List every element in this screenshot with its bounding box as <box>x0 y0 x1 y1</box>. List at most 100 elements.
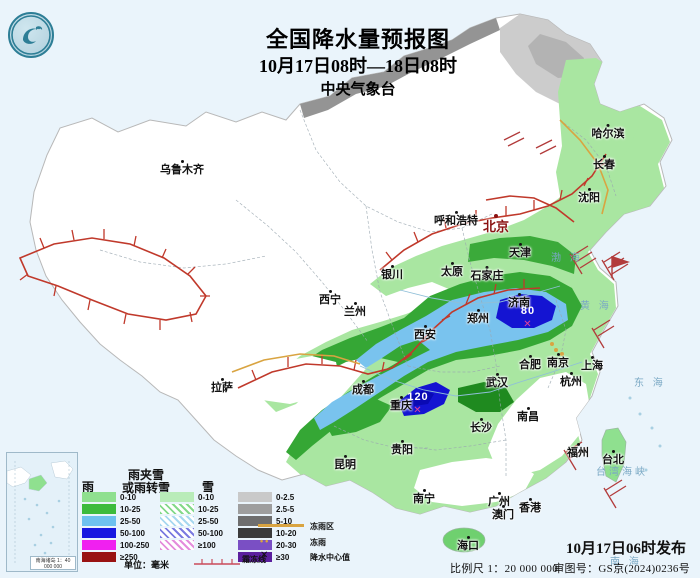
city-marker-dot <box>400 440 404 443</box>
city-marker-dot <box>501 505 505 508</box>
legend-swatch-snow-0 <box>238 492 272 502</box>
city-label-shanghai: 上海 <box>581 356 603 372</box>
legend-label-rain-1: 10-25 <box>120 505 141 514</box>
city-label-guangzhou: 广州 <box>488 492 510 508</box>
legend-swatch-rain-2 <box>82 516 116 526</box>
city-marker-dot <box>343 455 347 458</box>
city-name-text: 重庆 <box>390 400 412 412</box>
legend-label-sleet-3: 50-100 <box>198 529 223 538</box>
city-label-harbin: 哈尔滨 <box>592 124 625 140</box>
legend-swatch-snow-3 <box>238 528 272 538</box>
city-marker-dot <box>390 265 394 268</box>
city-label-lhasa: 拉萨 <box>211 378 233 394</box>
city-marker-dot <box>476 309 480 312</box>
city-name-text: 北京 <box>482 219 510 234</box>
hainan-island <box>442 527 486 553</box>
city-label-nanning: 南宁 <box>413 489 435 505</box>
city-name-text: 南昌 <box>517 411 539 423</box>
city-label-kunming: 昆明 <box>334 455 356 471</box>
legend-label-sleet-2: 25-50 <box>198 517 219 526</box>
city-name-text: 广州 <box>488 496 510 508</box>
city-name-text: 贵阳 <box>391 444 413 456</box>
city-marker-dot <box>454 211 458 214</box>
legend-swatch-snow-2 <box>238 516 272 526</box>
precip-center-x-marker: ✕ <box>413 405 423 416</box>
page-title: 全国降水量预报图 <box>265 27 450 52</box>
no-precip-area-tibet <box>244 356 340 404</box>
city-name-text: 太原 <box>441 266 463 278</box>
city-marker-dot <box>587 188 591 191</box>
precip-center-value: 120 <box>407 391 429 403</box>
city-label-shenyang: 沈阳 <box>578 188 600 204</box>
city-name-text: 呼和浩特 <box>434 215 478 227</box>
city-name-text: 长春 <box>593 159 615 171</box>
legend-label-precip-center: 降水中心值 <box>310 553 350 562</box>
city-name-text: 澳门 <box>492 509 514 521</box>
legend-swatch-snow-4 <box>238 540 272 550</box>
legend-label-snow-2: 5-10 <box>276 517 293 526</box>
legend-label-snow-1: 2.5-5 <box>276 505 295 514</box>
city-name-text: 兰州 <box>344 306 366 318</box>
issue-time: 10月17日06时发布 <box>565 541 686 557</box>
city-marker-dot <box>576 443 580 446</box>
map-approval-number: 审图号：GS京(2024)0236号 <box>553 563 690 575</box>
city-name-text: 济南 <box>508 297 530 309</box>
city-name-text: 长沙 <box>470 422 492 434</box>
city-name-text: 郑州 <box>467 313 489 325</box>
city-marker-dot <box>423 325 427 328</box>
city-label-zhengzhou: 郑州 <box>467 309 489 325</box>
legend-label-rain-4: 100-250 <box>120 541 150 550</box>
city-name-text: 乌鲁木齐 <box>160 164 204 176</box>
city-label-tianjin: 天津 <box>509 243 531 259</box>
city-label-shijiazhuang: 石家庄 <box>471 266 504 282</box>
precip-center-value: 80 <box>520 305 536 317</box>
city-marker-dot <box>602 155 606 158</box>
city-marker-dot <box>485 266 489 269</box>
precip-core-50-100-north <box>496 294 556 328</box>
legend-swatch-rain-0 <box>82 492 116 502</box>
legend-label-rain-5: ≥250 <box>120 553 138 562</box>
legend-title-rain: 雨 <box>82 480 95 494</box>
city-marker-dot <box>528 498 532 501</box>
city-marker-dot <box>361 380 365 383</box>
sea-label-south-china-sea: 南 海 <box>610 557 642 568</box>
city-marker-dot <box>526 407 530 410</box>
legend-unit: 单位：毫米 <box>124 560 170 570</box>
legend-label-rain-2: 25-50 <box>120 517 141 526</box>
freezing-rain-dots <box>550 342 564 356</box>
province-borders <box>99 109 617 478</box>
city-marker-dot <box>450 262 454 265</box>
city-marker-dot <box>517 293 521 296</box>
legend-label-rain-0: 0-10 <box>120 493 137 502</box>
legend-swatch-snow-5 <box>238 552 272 562</box>
city-marker-dot <box>611 450 615 453</box>
precip-center-icon: ✕ <box>260 550 269 561</box>
city-marker-dot <box>493 214 498 218</box>
freezing-rain-area-icon <box>258 524 304 527</box>
legend-title-snow: 雪 <box>202 480 215 494</box>
city-name-text: 成都 <box>352 384 374 396</box>
city-marker-dot <box>180 160 184 163</box>
city-marker-dot <box>353 302 357 305</box>
city-label-hefei: 合肥 <box>519 355 541 371</box>
city-label-hohhot: 呼和浩特 <box>434 211 478 227</box>
south-china-sea-inset <box>6 452 78 572</box>
city-marker-dot <box>528 355 532 358</box>
sea-label-taiwan-strait: 台湾海峡 <box>596 467 648 478</box>
city-name-text: 沈阳 <box>578 192 600 204</box>
city-name-text: 天津 <box>509 247 531 259</box>
city-name-text: 昆明 <box>334 459 356 471</box>
city-label-taiyuan: 太原 <box>441 262 463 278</box>
city-label-yinchuan: 银川 <box>381 265 403 281</box>
city-label-xian: 西安 <box>414 325 436 341</box>
legend-label-snow-5: ≥30 <box>276 553 290 562</box>
taiwan-island <box>601 427 627 483</box>
city-name-text: 福州 <box>567 447 589 459</box>
legend-label-snow-4: 20-30 <box>276 541 297 550</box>
city-name-text: 拉萨 <box>211 382 233 394</box>
city-name-text: 杭州 <box>560 376 582 388</box>
legend-panel: 雨 雨夹雪 或雨转雪 雪 0-10 10-25 25-50 50-100 100-250… <box>82 468 352 570</box>
legend-label-snow-0: 0-2.5 <box>276 493 295 502</box>
city-name-text: 香港 <box>519 502 541 514</box>
